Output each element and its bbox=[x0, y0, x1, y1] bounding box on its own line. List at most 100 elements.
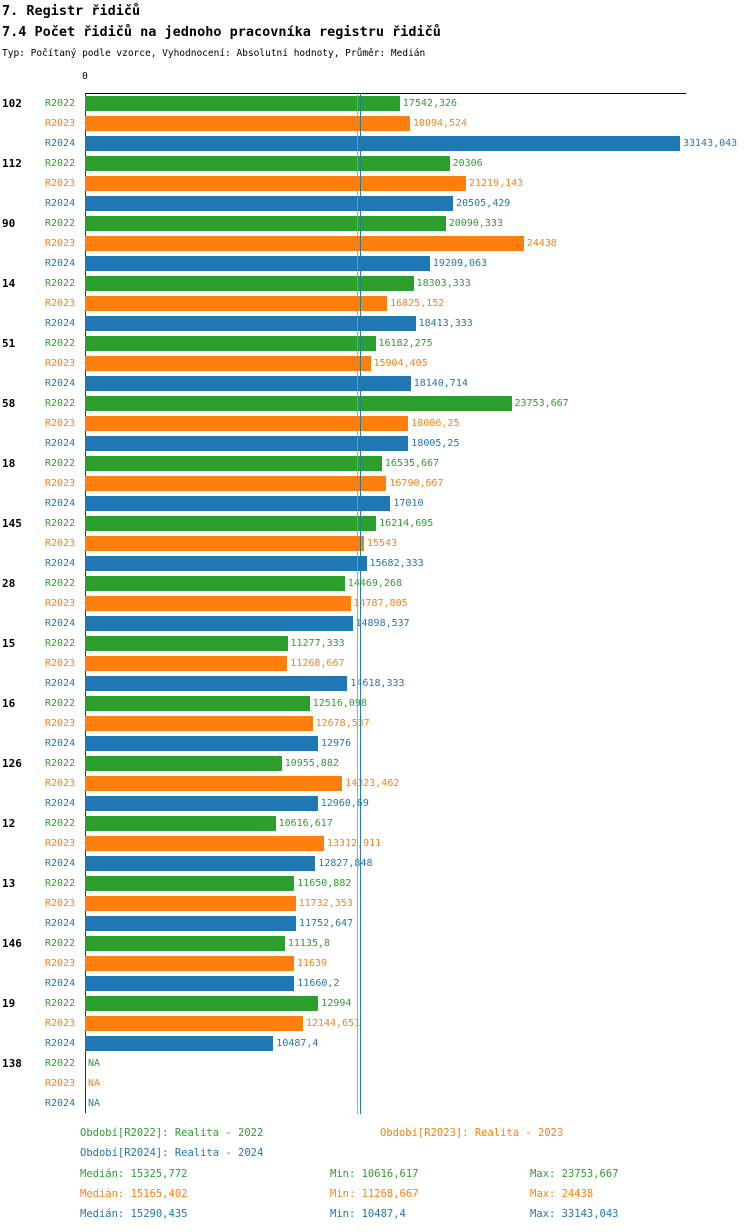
value-label: 24438 bbox=[526, 237, 557, 249]
bar-row: 19 R2022 12994 bbox=[0, 993, 750, 1013]
bar-row: 90 R2022 20090,333 bbox=[0, 213, 750, 233]
stat-min-r2022: Min: 10616,617 bbox=[330, 1168, 419, 1180]
bar-r2024 bbox=[85, 735, 318, 751]
stat-median-r2022: Medián: 15325,772 bbox=[80, 1168, 188, 1180]
chart-title: 7.4 Počet řidičů na jednoho pracovníka r… bbox=[2, 24, 441, 40]
median-line-r2023 bbox=[357, 93, 359, 1114]
bar-r2024 bbox=[85, 315, 416, 331]
bar-row: 146 R2022 11135,8 bbox=[0, 933, 750, 953]
bar-r2023 bbox=[85, 115, 410, 131]
bar-cell: 18094,524 bbox=[85, 115, 685, 131]
bar-r2022 bbox=[85, 515, 377, 531]
bar-cell: 18303,333 bbox=[85, 275, 685, 291]
bar-row: R2023 NA bbox=[0, 1073, 750, 1093]
bar-cell: 21219,143 bbox=[85, 175, 685, 191]
series-label: R2022 bbox=[45, 517, 76, 529]
value-label: 12960,69 bbox=[320, 797, 369, 809]
bar-cell: 16214,695 bbox=[85, 515, 685, 531]
series-label: R2022 bbox=[45, 577, 76, 589]
series-label: R2022 bbox=[45, 697, 76, 709]
value-label: 12516,098 bbox=[312, 697, 367, 709]
series-label: R2022 bbox=[45, 877, 76, 889]
bar-row: R2024 14618,333 bbox=[0, 673, 750, 693]
bar-r2022 bbox=[85, 995, 319, 1011]
value-label: 11268,667 bbox=[290, 657, 345, 669]
bar-cell: 14787,805 bbox=[85, 595, 685, 611]
bar-r2024 bbox=[85, 975, 295, 991]
bar-row: 14 R2022 18303,333 bbox=[0, 273, 750, 293]
report-title: 7. Registr řidičů bbox=[2, 3, 141, 19]
series-label: R2024 bbox=[45, 377, 76, 389]
bar-row: R2023 15904,405 bbox=[0, 353, 750, 373]
value-label: 10955,882 bbox=[284, 757, 339, 769]
bar-row: R2024 33143,043 bbox=[0, 133, 750, 153]
bar-cell: 18006,25 bbox=[85, 415, 685, 431]
axis-zero-label: 0 bbox=[82, 71, 88, 82]
x-axis-line bbox=[85, 93, 686, 94]
bar-r2023 bbox=[85, 895, 296, 911]
chart-meta: Typ: Počítaný podle vzorce, Vyhodnocení:… bbox=[2, 48, 426, 59]
bar-row: R2023 13312,911 bbox=[0, 833, 750, 853]
bar-row: R2024 17010 bbox=[0, 493, 750, 513]
series-label: R2023 bbox=[45, 417, 76, 429]
series-label: R2022 bbox=[45, 997, 76, 1009]
bar-cell: 17010 bbox=[85, 495, 685, 511]
series-label: R2022 bbox=[45, 817, 76, 829]
value-label: 16790,667 bbox=[389, 477, 444, 489]
bar-cell: 12516,098 bbox=[85, 695, 685, 711]
bar-r2024 bbox=[85, 375, 411, 391]
group-label: 19 bbox=[2, 996, 16, 1010]
value-label: 20090,333 bbox=[448, 217, 503, 229]
bar-cell: 10955,882 bbox=[85, 755, 685, 771]
group-label: 15 bbox=[2, 636, 16, 650]
bar-r2022 bbox=[85, 395, 512, 411]
value-label: 16182,275 bbox=[378, 337, 433, 349]
bar-r2024 bbox=[85, 555, 367, 571]
bar-cell: 14618,333 bbox=[85, 675, 685, 691]
group-label: 12 bbox=[2, 816, 16, 830]
value-label: 16214,695 bbox=[379, 517, 434, 529]
series-label: R2024 bbox=[45, 737, 76, 749]
bar-row: R2024 12827,848 bbox=[0, 853, 750, 873]
bar-cell: 16182,275 bbox=[85, 335, 685, 351]
bar-cell: 12827,848 bbox=[85, 855, 685, 871]
bar-row: 145 R2022 16214,695 bbox=[0, 513, 750, 533]
value-label: 18413,333 bbox=[418, 317, 473, 329]
bar-cell: 11752,647 bbox=[85, 915, 685, 931]
bar-row: R2024 15682,333 bbox=[0, 553, 750, 573]
bar-cell: 11732,353 bbox=[85, 895, 685, 911]
group-label: 112 bbox=[2, 156, 22, 170]
series-label: R2023 bbox=[45, 657, 76, 669]
value-label: 12678,537 bbox=[315, 717, 370, 729]
bar-cell: 20505,429 bbox=[85, 195, 685, 211]
bar-r2023 bbox=[85, 655, 288, 671]
bar-row: R2023 11639 bbox=[0, 953, 750, 973]
bar-rows: 102 R2022 17542,326 R2023 18094,524 R2024 3314… bbox=[0, 93, 750, 1113]
bar-cell: 12976 bbox=[85, 735, 685, 751]
series-label: R2023 bbox=[45, 897, 76, 909]
bar-r2022 bbox=[85, 695, 310, 711]
series-label: R2023 bbox=[45, 357, 76, 369]
bar-r2023 bbox=[85, 1015, 303, 1031]
series-label: R2023 bbox=[45, 957, 76, 969]
bar-r2023 bbox=[85, 535, 364, 551]
series-label: R2023 bbox=[45, 837, 76, 849]
stat-median-r2024: Medián: 15290,435 bbox=[80, 1208, 188, 1220]
bar-cell: 14469,268 bbox=[85, 575, 685, 591]
bar-row: R2023 21219,143 bbox=[0, 173, 750, 193]
value-label: 11639 bbox=[297, 957, 328, 969]
median-line-r2024 bbox=[359, 93, 361, 1114]
value-label: 18006,25 bbox=[411, 417, 460, 429]
bar-row: 12 R2022 10616,617 bbox=[0, 813, 750, 833]
bar-cell: 15682,333 bbox=[85, 555, 685, 571]
series-label: R2023 bbox=[45, 537, 76, 549]
bar-row: R2023 24438 bbox=[0, 233, 750, 253]
value-label: 18140,714 bbox=[413, 377, 468, 389]
bar-row: R2023 18094,524 bbox=[0, 113, 750, 133]
bar-r2024 bbox=[85, 435, 409, 451]
bar-r2022 bbox=[85, 755, 282, 771]
value-label: 14787,805 bbox=[353, 597, 408, 609]
bar-row: 138 R2022 NA bbox=[0, 1053, 750, 1073]
bar-r2024 bbox=[85, 135, 680, 151]
bar-cell: 11660,2 bbox=[85, 975, 685, 991]
